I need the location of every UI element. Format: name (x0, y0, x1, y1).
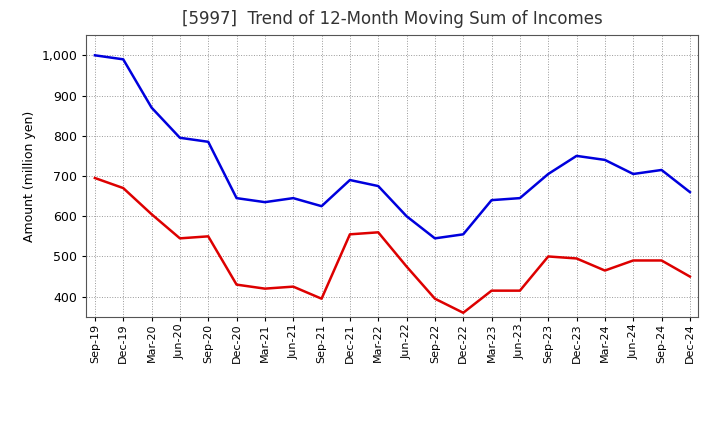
Net Income (487, 288, 496, 293)
Y-axis label: Amount (million yen): Amount (million yen) (23, 110, 36, 242)
Ordinary Income (261, 199, 269, 205)
Ordinary Income (572, 153, 581, 158)
Ordinary Income (657, 167, 666, 172)
Ordinary Income (685, 190, 694, 195)
Net Income (318, 296, 326, 301)
Net Income (233, 282, 241, 287)
Line: Ordinary Income: Ordinary Income (95, 55, 690, 238)
Ordinary Income (600, 157, 609, 162)
Ordinary Income (431, 236, 439, 241)
Ordinary Income (374, 183, 382, 189)
Ordinary Income (318, 204, 326, 209)
Net Income (431, 296, 439, 301)
Net Income (119, 185, 127, 191)
Ordinary Income (176, 135, 184, 140)
Ordinary Income (148, 105, 156, 110)
Ordinary Income (204, 139, 212, 144)
Ordinary Income (516, 195, 524, 201)
Title: [5997]  Trend of 12-Month Moving Sum of Incomes: [5997] Trend of 12-Month Moving Sum of I… (182, 10, 603, 28)
Line: Net Income: Net Income (95, 178, 690, 313)
Net Income (374, 230, 382, 235)
Ordinary Income (487, 198, 496, 203)
Ordinary Income (544, 171, 552, 176)
Ordinary Income (346, 177, 354, 183)
Net Income (346, 232, 354, 237)
Net Income (544, 254, 552, 259)
Net Income (657, 258, 666, 263)
Net Income (572, 256, 581, 261)
Net Income (459, 310, 467, 315)
Net Income (204, 234, 212, 239)
Ordinary Income (119, 57, 127, 62)
Ordinary Income (402, 213, 411, 219)
Net Income (685, 274, 694, 279)
Ordinary Income (629, 171, 637, 176)
Net Income (176, 236, 184, 241)
Net Income (402, 264, 411, 269)
Net Income (600, 268, 609, 273)
Ordinary Income (233, 195, 241, 201)
Ordinary Income (91, 53, 99, 58)
Ordinary Income (289, 195, 297, 201)
Net Income (629, 258, 637, 263)
Net Income (289, 284, 297, 289)
Net Income (516, 288, 524, 293)
Net Income (148, 212, 156, 217)
Net Income (261, 286, 269, 291)
Net Income (91, 176, 99, 181)
Ordinary Income (459, 232, 467, 237)
